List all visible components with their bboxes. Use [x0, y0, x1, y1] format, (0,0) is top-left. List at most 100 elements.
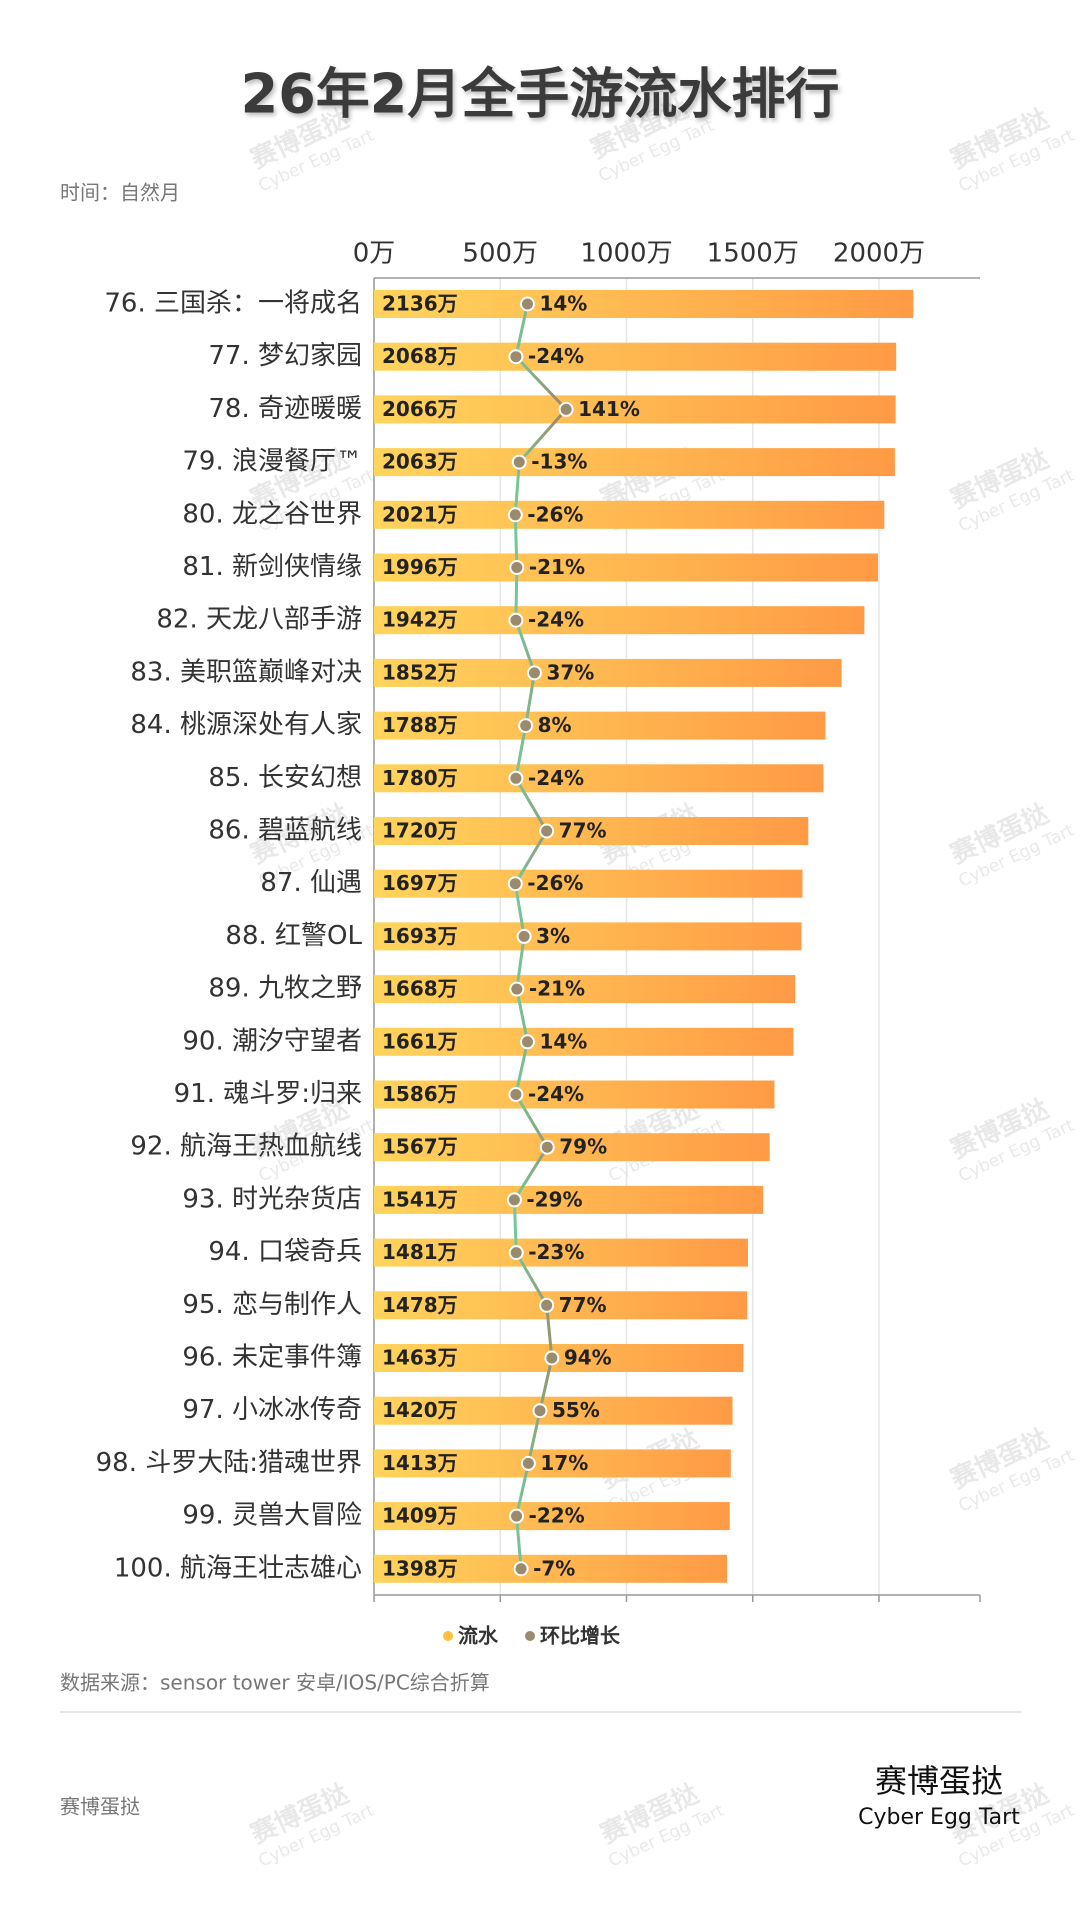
growth-dot: [508, 1245, 524, 1261]
x-tick-label: 2000万: [833, 239, 925, 269]
brand-cn: 赛博蛋挞: [875, 1762, 1003, 1800]
bar-value-label: 1586万: [382, 1082, 458, 1106]
category-label: 80. 龙之谷世界: [182, 499, 362, 529]
growth-label: 3%: [536, 924, 570, 948]
bar: [374, 869, 803, 898]
category-label: 91. 魂斗罗:归来: [174, 1079, 362, 1109]
growth-dot: [532, 1403, 548, 1419]
legend-label: 环比增长: [540, 1624, 621, 1648]
category-label: 89. 九牧之野: [208, 974, 362, 1004]
growth-dot: [508, 349, 524, 365]
bar-value-label: 1661万: [382, 1029, 458, 1053]
growth-dot: [539, 823, 555, 839]
growth-dot: [519, 1034, 535, 1050]
legend-marker: [525, 1631, 535, 1641]
bar-value-label: 1478万: [382, 1293, 458, 1317]
growth-dot: [507, 876, 523, 892]
category-label: 88. 红警OL: [225, 921, 362, 951]
category-label: 76. 三国杀：一将成名: [104, 289, 362, 319]
bar: [374, 1554, 727, 1583]
category-label: 98. 斗罗大陆:猎魂世界: [96, 1448, 362, 1478]
category-label: 96. 未定事件簿: [182, 1343, 362, 1373]
bar-value-label: 1996万: [382, 555, 458, 579]
bar-value-label: 1780万: [382, 766, 458, 790]
growth-dot: [519, 296, 535, 312]
growth-dot: [506, 1192, 522, 1208]
bar: [374, 395, 896, 424]
bar: [374, 1027, 794, 1056]
bar: [374, 711, 826, 740]
bar-value-label: 2063万: [382, 450, 458, 474]
bar-value-label: 1942万: [382, 608, 458, 632]
bar: [374, 1238, 748, 1267]
bar-value-label: 1697万: [382, 871, 458, 895]
growth-dot: [520, 1455, 536, 1471]
growth-label: -24%: [528, 608, 584, 632]
category-label: 100. 航海王壮志雄心: [114, 1553, 362, 1583]
bar-value-label: 1720万: [382, 819, 458, 843]
bar: [374, 553, 878, 582]
subtitle: 时间：自然月: [60, 181, 180, 205]
growth-dot: [509, 560, 525, 575]
bar-value-label: 1567万: [382, 1135, 458, 1159]
bar: [374, 1185, 764, 1214]
bar: [374, 1449, 731, 1478]
category-label: 77. 梦幻家园: [208, 341, 362, 371]
growth-dot: [513, 1561, 529, 1577]
growth-label: 17%: [540, 1451, 588, 1475]
bar: [374, 1502, 730, 1531]
bar: [374, 290, 914, 318]
growth-dot: [507, 507, 523, 523]
bar-value-label: 2021万: [382, 502, 458, 526]
growth-dot: [544, 1350, 560, 1366]
growth-label: 77%: [559, 819, 607, 843]
growth-label: 8%: [538, 713, 572, 737]
bar: [374, 342, 897, 371]
growth-label: 94%: [564, 1346, 612, 1370]
bar-value-label: 1852万: [382, 660, 458, 684]
bar-value-label: 1398万: [382, 1556, 458, 1580]
bar-value-label: 1413万: [382, 1451, 458, 1475]
category-label: 93. 时光杂货店: [182, 1184, 362, 1214]
growth-dot: [509, 1508, 525, 1524]
growth-dot: [508, 612, 524, 628]
category-label: 79. 浪漫餐厅™: [182, 447, 362, 477]
x-tick-label: 0万: [353, 239, 396, 269]
bar-value-label: 1463万: [382, 1346, 458, 1370]
bar: [374, 658, 842, 687]
bar: [374, 606, 865, 635]
x-tick-label: 1000万: [580, 239, 672, 269]
growth-label: -7%: [533, 1556, 575, 1580]
growth-label: -23%: [528, 1240, 584, 1264]
bar: [374, 500, 885, 529]
footer: 赛博蛋挞: [60, 1795, 140, 1819]
bar: [374, 975, 796, 1004]
growth-label: -29%: [526, 1187, 582, 1211]
bar-value-label: 1788万: [382, 713, 458, 737]
bar-value-label: 2068万: [382, 344, 458, 368]
category-label: 92. 航海王热血航线: [130, 1132, 362, 1162]
plot: 0万 500万 1000万 1500万 2000万 76. 三国杀：一将成名 77. 梦幻家…: [96, 239, 981, 1648]
bar: [374, 922, 802, 951]
growth-label: 77%: [559, 1293, 607, 1317]
brand-en: Cyber Egg Tart: [858, 1805, 1020, 1830]
growth-label: -13%: [531, 450, 587, 474]
category-label: 81. 新剑侠情缘: [182, 552, 362, 582]
category-label: 87. 仙遇: [260, 868, 362, 898]
growth-label: -22%: [529, 1504, 585, 1528]
growth-label: 55%: [552, 1398, 600, 1422]
bar: [374, 1133, 770, 1162]
growth-dot: [508, 1087, 524, 1102]
growth-label: -26%: [527, 871, 583, 895]
category-label: 84. 桃源深处有人家: [130, 710, 362, 740]
growth-dot: [509, 981, 525, 997]
growth-label: 14%: [539, 292, 587, 316]
growth-label: -26%: [527, 502, 583, 526]
category-label: 90. 潮汐守望者: [182, 1026, 362, 1056]
growth-label: 79%: [559, 1135, 607, 1159]
legend-label: 流水: [458, 1624, 499, 1648]
bar-value-label: 1420万: [382, 1398, 458, 1422]
growth-label: -24%: [528, 344, 584, 368]
growth-dot: [539, 1297, 555, 1313]
